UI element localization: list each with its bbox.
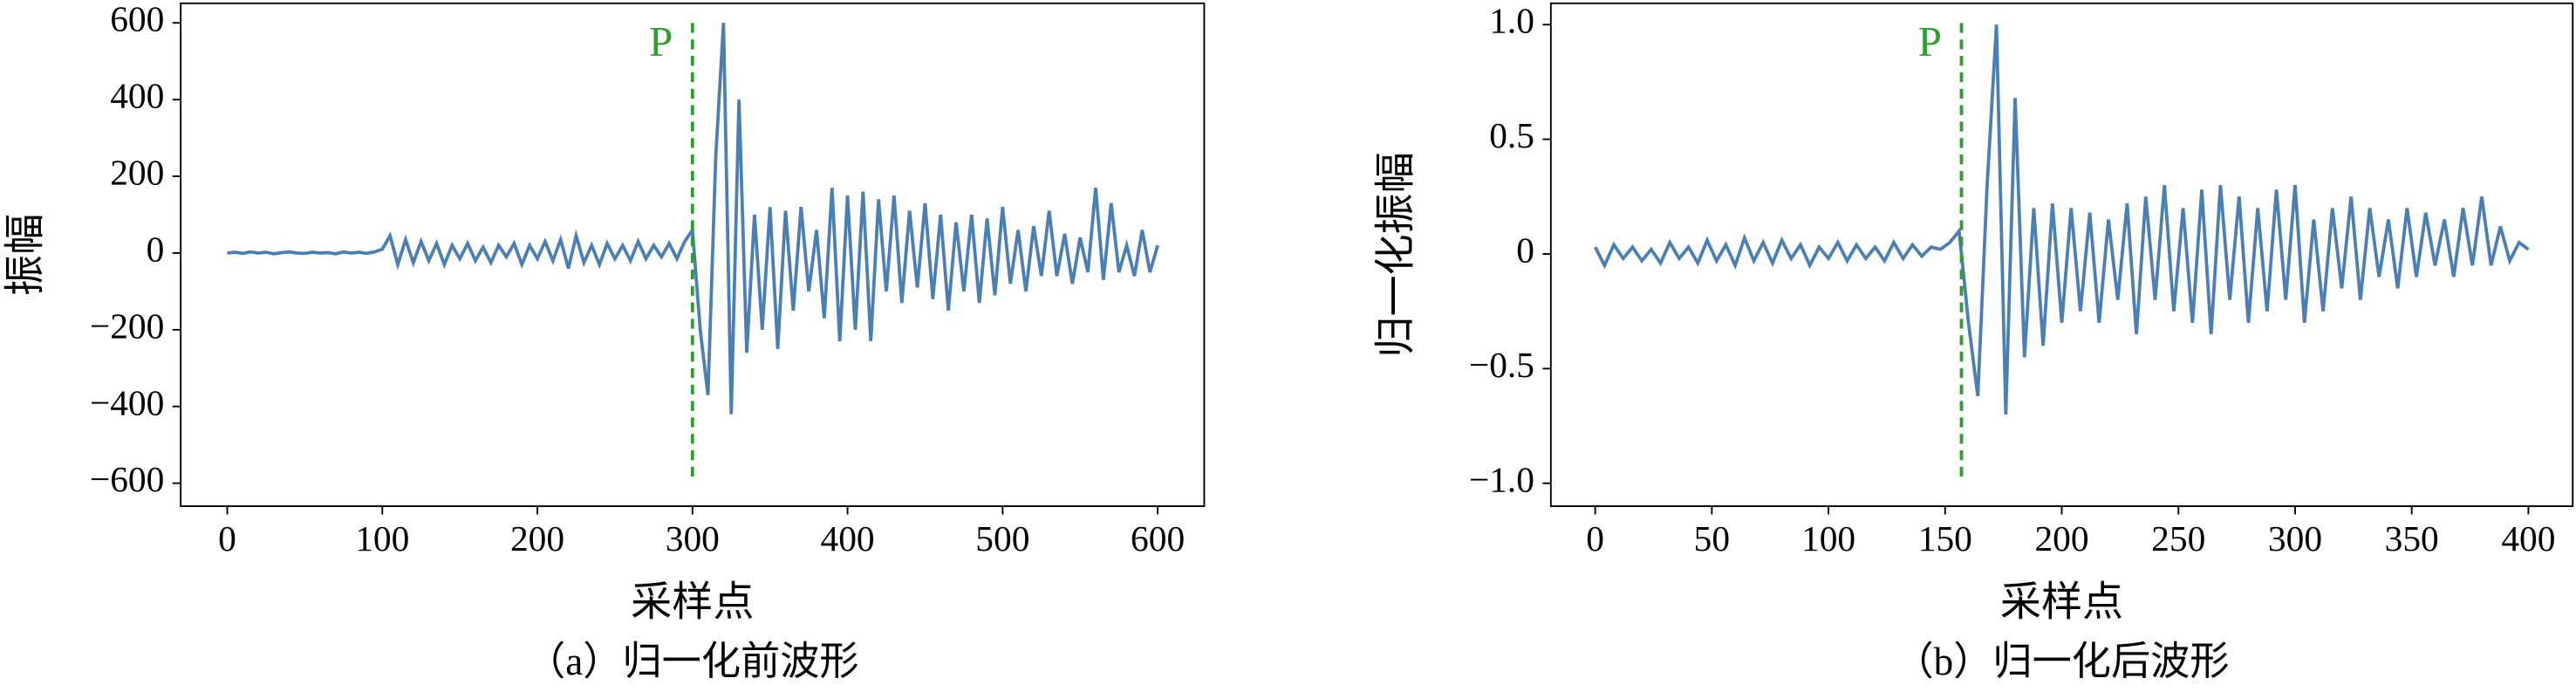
y-tick-label: 200	[110, 153, 164, 193]
y-tick-label: −1.0	[1469, 459, 1534, 499]
y-tick-label: −200	[90, 305, 165, 346]
y-tick-label: 0	[1516, 230, 1534, 271]
x-tick-label: 350	[2385, 518, 2439, 559]
y-axis-label: 归一化振幅	[1373, 152, 1418, 357]
y-tick-label: 600	[110, 0, 164, 39]
caption: （b）归一化后波形	[1894, 640, 2229, 683]
x-tick-label: 0	[1586, 518, 1604, 559]
x-tick-label: 400	[821, 518, 875, 559]
x-tick-label: 50	[1694, 518, 1730, 559]
x-tick-label: 400	[2501, 518, 2555, 559]
x-tick-label: 150	[1918, 518, 1972, 559]
x-tick-label: 100	[355, 518, 409, 559]
x-tick-label: 250	[2151, 518, 2205, 559]
x-tick-label: 100	[1801, 518, 1855, 559]
y-tick-label: −400	[90, 382, 165, 422]
x-tick-label: 200	[510, 518, 564, 559]
y-axis-label: 振幅	[3, 214, 49, 296]
waveform-line	[1593, 24, 2530, 415]
x-tick-label: 300	[666, 518, 720, 559]
y-tick-label: 0	[147, 229, 165, 269]
y-tick-label: 400	[110, 76, 164, 116]
x-tick-label: 500	[975, 518, 1029, 559]
p-arrival-label: P	[1918, 17, 1942, 65]
x-axis-label: 采样点	[2000, 580, 2123, 626]
x-tick-label: 0	[218, 518, 236, 559]
p-arrival-label: P	[649, 17, 673, 65]
x-tick-label: 200	[2034, 518, 2088, 559]
y-tick-label: −600	[90, 459, 165, 499]
y-tick-label: −0.5	[1469, 345, 1534, 385]
caption: （a）归一化前波形	[526, 640, 859, 683]
x-tick-label: 600	[1131, 518, 1185, 559]
y-tick-label: 0.5	[1489, 115, 1534, 155]
y-tick-label: 1.0	[1489, 1, 1534, 41]
x-tick-label: 300	[2268, 518, 2322, 559]
x-axis-label: 采样点	[631, 580, 754, 626]
